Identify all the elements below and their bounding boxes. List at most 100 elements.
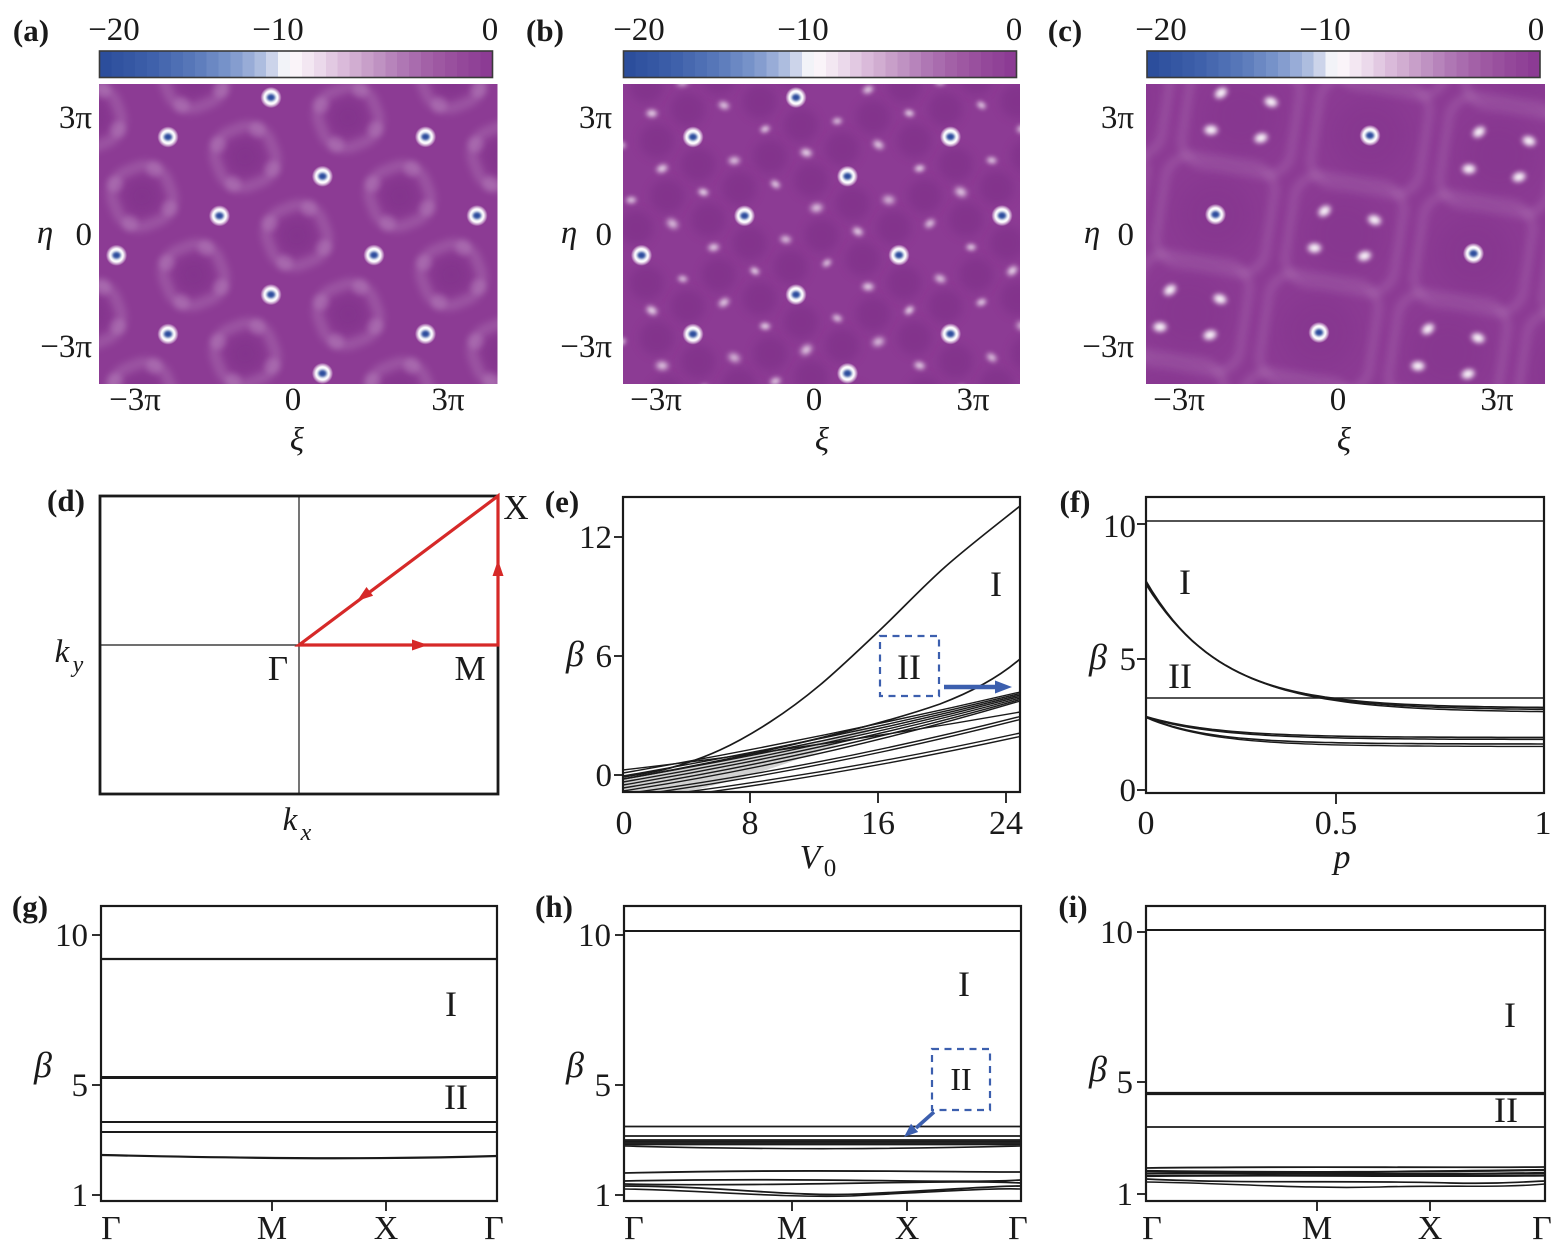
svg-text:10: 10 [1100, 915, 1133, 951]
svg-text:η: η [561, 215, 577, 251]
svg-text:8: 8 [742, 805, 759, 842]
svg-text:M: M [257, 1210, 287, 1247]
svg-text:24: 24 [989, 805, 1023, 842]
svg-text:0: 0 [596, 217, 613, 253]
svg-text:M: M [1302, 1210, 1332, 1247]
svg-text:(c): (c) [1048, 13, 1082, 48]
svg-text:I: I [958, 964, 970, 1004]
svg-text:0: 0 [482, 12, 499, 48]
svg-text:0: 0 [1118, 217, 1135, 253]
svg-text:5: 5 [595, 1068, 612, 1104]
svg-text:0: 0 [1330, 382, 1347, 418]
svg-text:I: I [990, 564, 1002, 604]
svg-text:5: 5 [72, 1068, 89, 1104]
svg-text:−10: −10 [252, 12, 304, 48]
svg-text:Γ: Γ [484, 1210, 504, 1247]
svg-text:3π: 3π [579, 100, 613, 136]
svg-text:Γ: Γ [624, 1210, 644, 1247]
svg-text:p: p [1332, 839, 1351, 876]
svg-text:3π: 3π [59, 100, 93, 136]
svg-text:12: 12 [579, 520, 612, 556]
svg-text:10: 10 [1103, 509, 1136, 545]
svg-text:−20: −20 [613, 12, 665, 48]
svg-text:x: x [300, 820, 312, 846]
svg-text:β: β [1088, 637, 1107, 677]
svg-text:3π: 3π [956, 382, 990, 418]
svg-text:I: I [1504, 995, 1516, 1035]
svg-text:Γ: Γ [1008, 1210, 1028, 1247]
svg-text:−3π: −3π [1082, 329, 1134, 365]
svg-text:0: 0 [806, 382, 823, 418]
svg-text:(g): (g) [12, 889, 48, 924]
svg-text:(d): (d) [47, 483, 85, 518]
svg-text:−3π: −3π [40, 329, 92, 365]
svg-text:−20: −20 [1135, 12, 1187, 48]
svg-text:II: II [950, 1061, 971, 1097]
svg-text:3π: 3π [1480, 382, 1514, 418]
svg-text:η: η [1084, 215, 1100, 251]
svg-text:β: β [565, 634, 584, 674]
svg-text:1: 1 [595, 1178, 612, 1214]
svg-text:−3π: −3π [1153, 382, 1205, 418]
svg-text:I: I [1179, 562, 1191, 602]
svg-text:(b): (b) [526, 13, 564, 48]
svg-text:0: 0 [285, 382, 302, 418]
svg-text:1: 1 [72, 1178, 89, 1214]
svg-text:β: β [1088, 1049, 1107, 1089]
svg-text:(e): (e) [545, 484, 579, 519]
svg-text:y: y [71, 652, 84, 678]
svg-text:0: 0 [824, 855, 837, 882]
svg-text:0: 0 [616, 805, 633, 842]
svg-text:−3π: −3π [560, 329, 612, 365]
svg-text:ξ: ξ [815, 422, 830, 458]
svg-text:Γ: Γ [1142, 1210, 1162, 1247]
svg-text:I: I [445, 984, 457, 1024]
svg-text:II: II [897, 647, 921, 687]
svg-text:X: X [503, 488, 528, 527]
svg-text:0: 0 [1528, 12, 1545, 48]
svg-text:3π: 3π [431, 382, 465, 418]
svg-text:10: 10 [578, 918, 611, 954]
svg-text:−10: −10 [777, 12, 829, 48]
svg-text:II: II [1168, 656, 1192, 696]
svg-text:1: 1 [1535, 805, 1552, 842]
svg-text:M: M [777, 1210, 807, 1247]
svg-text:−10: −10 [1299, 12, 1351, 48]
svg-text:(a): (a) [13, 13, 49, 48]
svg-text:X: X [895, 1210, 920, 1247]
svg-text:(f): (f) [1060, 484, 1091, 519]
svg-text:k: k [283, 802, 299, 838]
svg-text:ξ: ξ [290, 422, 305, 458]
svg-text:0.5: 0.5 [1315, 805, 1358, 842]
svg-text:β: β [565, 1045, 584, 1085]
svg-text:(i): (i) [1058, 889, 1087, 924]
svg-text:η: η [37, 215, 53, 251]
svg-text:II: II [1494, 1090, 1518, 1130]
svg-text:(h): (h) [535, 889, 573, 924]
svg-text:1: 1 [1117, 1177, 1134, 1213]
svg-text:0: 0 [1006, 12, 1023, 48]
svg-text:0: 0 [596, 758, 613, 794]
svg-text:6: 6 [596, 639, 613, 675]
svg-text:k: k [55, 634, 71, 670]
svg-text:3π: 3π [1101, 100, 1135, 136]
svg-text:ξ: ξ [1337, 422, 1352, 458]
svg-text:II: II [444, 1077, 468, 1117]
svg-text:−3π: −3π [630, 382, 682, 418]
svg-text:β: β [33, 1045, 52, 1085]
svg-text:Γ: Γ [268, 649, 288, 688]
svg-text:−3π: −3π [109, 382, 161, 418]
svg-text:5: 5 [1117, 1065, 1134, 1101]
svg-text:Γ: Γ [101, 1210, 121, 1247]
svg-text:5: 5 [1120, 642, 1137, 678]
svg-text:0: 0 [1138, 805, 1155, 842]
svg-text:0: 0 [1120, 773, 1137, 809]
svg-text:16: 16 [861, 805, 895, 842]
svg-text:Γ: Γ [1532, 1210, 1552, 1247]
svg-text:X: X [374, 1210, 399, 1247]
svg-text:−20: −20 [88, 12, 140, 48]
svg-text:M: M [454, 649, 485, 688]
svg-text:X: X [1418, 1210, 1443, 1247]
svg-text:0: 0 [76, 217, 93, 253]
svg-text:10: 10 [55, 918, 88, 954]
